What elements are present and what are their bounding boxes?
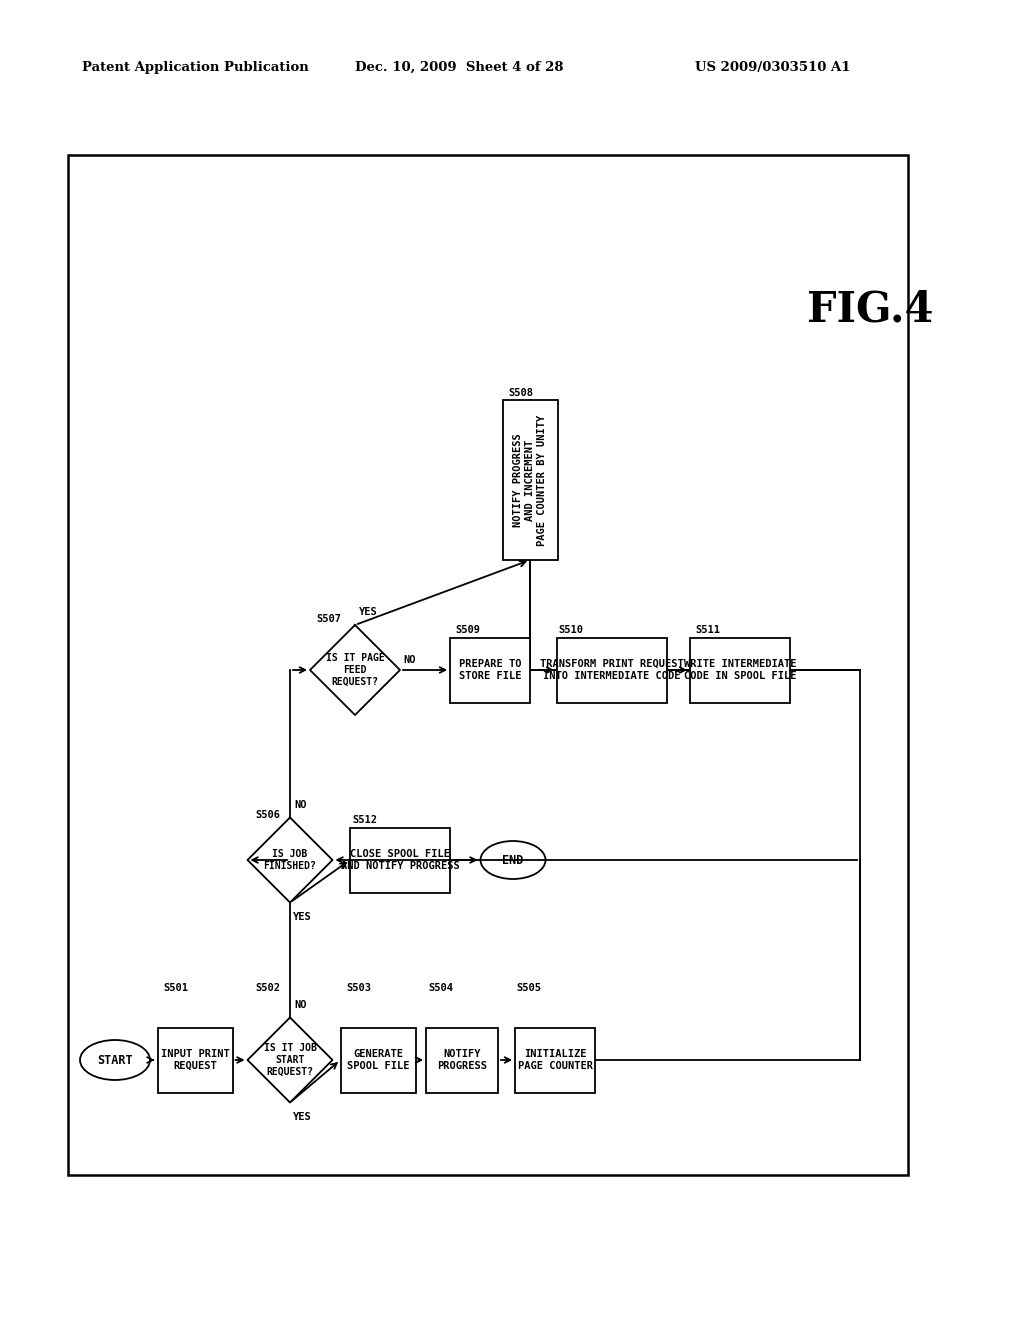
Text: S504: S504 [428, 983, 453, 993]
Text: S507: S507 [316, 614, 341, 624]
Text: S506: S506 [255, 810, 280, 820]
Text: NOTIFY PROGRESS
AND INCREMENT
PAGE COUNTER BY UNITY: NOTIFY PROGRESS AND INCREMENT PAGE COUNT… [513, 414, 547, 545]
Text: YES: YES [293, 912, 311, 923]
Bar [350, 828, 450, 892]
Text: Dec. 10, 2009  Sheet 4 of 28: Dec. 10, 2009 Sheet 4 of 28 [355, 61, 563, 74]
Text: S510: S510 [558, 624, 583, 635]
Text: CLOSE SPOOL FILE
AND NOTIFY PROGRESS: CLOSE SPOOL FILE AND NOTIFY PROGRESS [341, 849, 460, 871]
Text: INITIALIZE
PAGE COUNTER: INITIALIZE PAGE COUNTER [517, 1049, 593, 1071]
Bar [450, 638, 530, 702]
Bar [341, 1027, 416, 1093]
Text: S501: S501 [163, 983, 188, 993]
Text: Patent Application Publication: Patent Application Publication [82, 61, 309, 74]
Text: YES: YES [359, 607, 378, 616]
Text: IS IT PAGE
FEED
REQUEST?: IS IT PAGE FEED REQUEST? [326, 653, 384, 686]
Bar [68, 154, 908, 1175]
Ellipse shape [480, 841, 546, 879]
Text: S509: S509 [455, 624, 480, 635]
Text: INPUT PRINT
REQUEST: INPUT PRINT REQUEST [161, 1049, 229, 1071]
Text: END: END [503, 854, 523, 866]
Text: WRITE INTERMEDIATE
CODE IN SPOOL FILE: WRITE INTERMEDIATE CODE IN SPOOL FILE [684, 659, 797, 681]
Polygon shape [310, 624, 400, 715]
Text: PREPARE TO
STORE FILE: PREPARE TO STORE FILE [459, 659, 521, 681]
Text: NO: NO [294, 999, 306, 1010]
Bar [515, 1027, 595, 1093]
Text: START: START [97, 1053, 133, 1067]
Ellipse shape [80, 1040, 150, 1080]
Text: NO: NO [403, 655, 416, 665]
Text: US 2009/0303510 A1: US 2009/0303510 A1 [695, 61, 851, 74]
Text: S505: S505 [516, 983, 541, 993]
Bar [557, 638, 667, 702]
Bar [158, 1027, 232, 1093]
Text: NO: NO [294, 800, 306, 809]
Text: S503: S503 [346, 983, 371, 993]
Text: FIG.4: FIG.4 [807, 289, 933, 331]
Polygon shape [248, 1018, 333, 1102]
Text: S502: S502 [255, 983, 280, 993]
Text: S511: S511 [695, 624, 720, 635]
Text: GENERATE
SPOOL FILE: GENERATE SPOOL FILE [347, 1049, 410, 1071]
Bar [690, 638, 790, 702]
Text: YES: YES [293, 1113, 311, 1122]
Text: NOTIFY
PROGRESS: NOTIFY PROGRESS [437, 1049, 487, 1071]
Text: IS JOB
FINISHED?: IS JOB FINISHED? [263, 849, 316, 871]
Text: TRANSFORM PRINT REQUEST
INTO INTERMEDIATE CODE: TRANSFORM PRINT REQUEST INTO INTERMEDIAT… [540, 659, 684, 681]
Bar [426, 1027, 498, 1093]
Text: S512: S512 [352, 814, 377, 825]
Polygon shape [248, 817, 333, 903]
Bar [503, 400, 557, 560]
Text: S508: S508 [508, 388, 534, 399]
Text: IS IT JOB
START
REQUEST?: IS IT JOB START REQUEST? [263, 1043, 316, 1077]
